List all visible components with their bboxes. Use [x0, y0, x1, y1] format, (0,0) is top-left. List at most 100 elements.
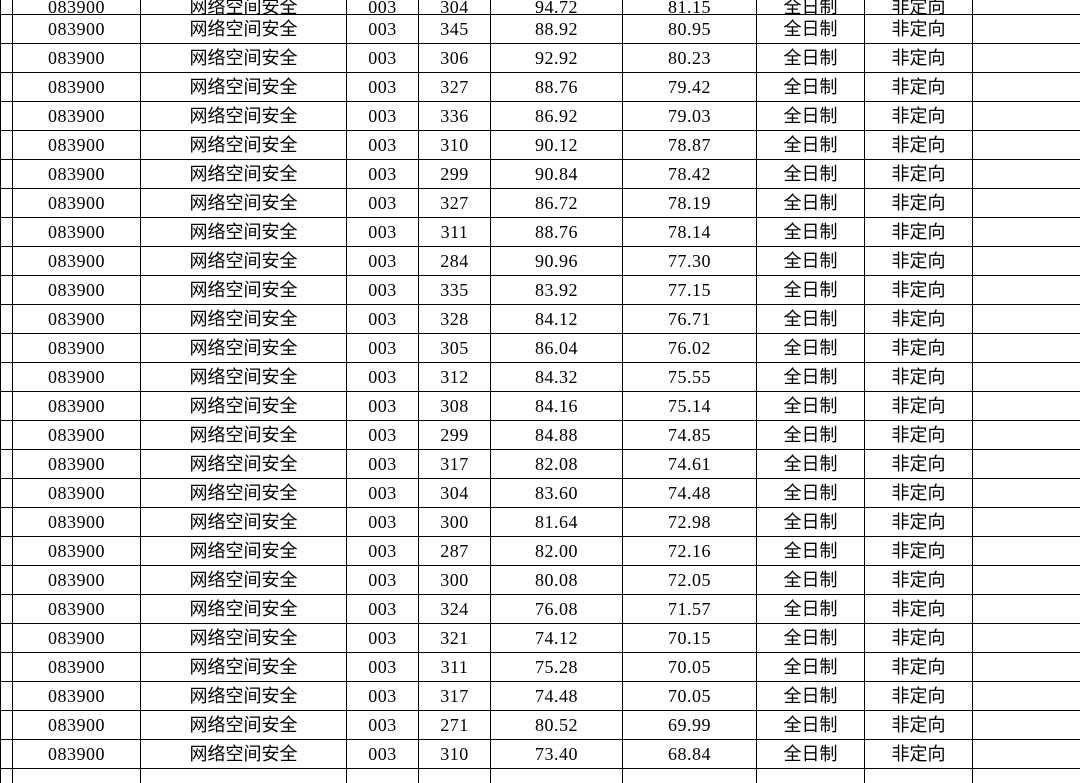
cell-major_name: 网络空间安全: [141, 44, 347, 73]
scores-table: 083900网络空间安全00330494.7281.15全日制非定向083900…: [0, 0, 1080, 783]
cell-major_code: 083900: [13, 15, 141, 44]
cell-group_code: 003: [347, 566, 419, 595]
cell-score2: 81.15: [623, 0, 757, 15]
cell-score2: 78.19: [623, 189, 757, 218]
cell-score_raw: 324: [419, 595, 491, 624]
cell-major_code: 083900: [13, 218, 141, 247]
cell-score1: 92.92: [491, 44, 623, 73]
cell-group_code: 003: [347, 421, 419, 450]
cell-score1: 90.96: [491, 247, 623, 276]
cell-major_code: 083900: [13, 334, 141, 363]
cell-idx: [1, 740, 13, 769]
cell-score1: 76.08: [491, 595, 623, 624]
cell-major_code: 083900: [13, 189, 141, 218]
cell-mode: 全日制: [757, 624, 865, 653]
cell-mode: 全日制: [757, 334, 865, 363]
table-row: 083900网络空间安全00330586.0476.02全日制非定向: [1, 334, 1080, 363]
cell-major_name: 网络空间安全: [141, 508, 347, 537]
cell-idx: [1, 711, 13, 740]
cell-remark: [973, 711, 1080, 740]
cell-remark: [973, 247, 1080, 276]
cell-score2: [623, 769, 757, 783]
cell-mode: 全日制: [757, 305, 865, 334]
cell-score2: 72.16: [623, 537, 757, 566]
cell-major_code: 083900: [13, 421, 141, 450]
cell-idx: [1, 44, 13, 73]
cell-group_code: 003: [347, 363, 419, 392]
cell-major_name: 网络空间安全: [141, 682, 347, 711]
cell-group_code: 003: [347, 102, 419, 131]
cell-score2: 74.48: [623, 479, 757, 508]
table-row: 083900网络空间安全00331284.3275.55全日制非定向: [1, 363, 1080, 392]
cell-mode: 全日制: [757, 421, 865, 450]
cell-score1: 74.48: [491, 682, 623, 711]
cell-score2: 71.57: [623, 595, 757, 624]
cell-major_name: 网络空间安全: [141, 276, 347, 305]
table-row: 083900网络空间安全00334588.9280.95全日制非定向: [1, 15, 1080, 44]
cell-remark: [973, 0, 1080, 15]
cell-score_raw: 335: [419, 276, 491, 305]
cell-major_name: 网络空间安全: [141, 421, 347, 450]
cell-score_raw: 321: [419, 624, 491, 653]
cell-score_raw: 308: [419, 392, 491, 421]
cell-orientation: 非定向: [865, 189, 973, 218]
cell-group_code: 003: [347, 595, 419, 624]
cell-group_code: 003: [347, 276, 419, 305]
table-row: 083900网络空间安全00328490.9677.30全日制非定向: [1, 247, 1080, 276]
table-row: 083900网络空间安全00327180.5269.99全日制非定向: [1, 711, 1080, 740]
cell-score_raw: 317: [419, 682, 491, 711]
cell-major_code: 083900: [13, 508, 141, 537]
cell-idx: [1, 537, 13, 566]
table-row: 083900网络空间安全00330692.9280.23全日制非定向: [1, 44, 1080, 73]
cell-major_name: 网络空间安全: [141, 566, 347, 595]
table-row: 083900网络空间安全00330081.6472.98全日制非定向: [1, 508, 1080, 537]
cell-orientation: [865, 769, 973, 783]
cell-remark: [973, 740, 1080, 769]
cell-mode: 全日制: [757, 653, 865, 682]
cell-major_name: 网络空间安全: [141, 218, 347, 247]
cell-idx: [1, 479, 13, 508]
cell-score1: 84.32: [491, 363, 623, 392]
table-row: 083900网络空间安全00331090.1278.87全日制非定向: [1, 131, 1080, 160]
cell-idx: [1, 247, 13, 276]
cell-major_name: 网络空间安全: [141, 102, 347, 131]
cell-mode: 全日制: [757, 508, 865, 537]
cell-score_raw: 327: [419, 73, 491, 102]
cell-mode: 全日制: [757, 73, 865, 102]
table-row: 083900网络空间安全00332174.1270.15全日制非定向: [1, 624, 1080, 653]
cell-orientation: 非定向: [865, 160, 973, 189]
cell-score2: 72.05: [623, 566, 757, 595]
cell-group_code: 003: [347, 73, 419, 102]
table-row: 083900网络空间安全00332884.1276.71全日制非定向: [1, 305, 1080, 334]
cell-major_code: 083900: [13, 73, 141, 102]
cell-idx: [1, 392, 13, 421]
cell-remark: [973, 566, 1080, 595]
cell-idx: [1, 682, 13, 711]
cell-group_code: 003: [347, 537, 419, 566]
cell-idx: [1, 218, 13, 247]
cell-score1: 80.52: [491, 711, 623, 740]
cell-score2: 70.05: [623, 682, 757, 711]
cell-major_code: 083900: [13, 566, 141, 595]
cell-score1: 81.64: [491, 508, 623, 537]
cell-major_name: 网络空间安全: [141, 131, 347, 160]
cell-remark: [973, 479, 1080, 508]
cell-group_code: 003: [347, 334, 419, 363]
table-row: 083900网络空间安全00330080.0872.05全日制非定向: [1, 566, 1080, 595]
cell-score1: 86.92: [491, 102, 623, 131]
cell-group_code: 003: [347, 711, 419, 740]
cell-idx: [1, 508, 13, 537]
cell-remark: [973, 682, 1080, 711]
cell-major_code: 083900: [13, 305, 141, 334]
cell-score_raw: 310: [419, 131, 491, 160]
cell-major_code: 083900: [13, 44, 141, 73]
cell-orientation: 非定向: [865, 305, 973, 334]
cell-remark: [973, 305, 1080, 334]
cell-major_code: 083900: [13, 160, 141, 189]
cell-major_code: 083900: [13, 624, 141, 653]
cell-mode: 全日制: [757, 44, 865, 73]
cell-group_code: 003: [347, 450, 419, 479]
cell-score_raw: 284: [419, 247, 491, 276]
cell-major_name: [141, 769, 347, 783]
cell-remark: [973, 334, 1080, 363]
